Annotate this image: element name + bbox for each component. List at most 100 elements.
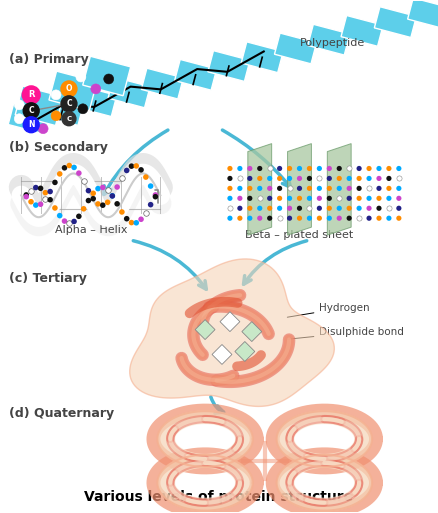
Point — [325, 204, 332, 212]
Point — [123, 166, 130, 174]
Point — [246, 214, 253, 222]
Polygon shape — [219, 312, 239, 331]
Point — [132, 219, 139, 227]
Point — [118, 174, 125, 182]
Polygon shape — [15, 86, 63, 126]
Point — [395, 184, 402, 192]
Point — [395, 194, 402, 203]
Point — [236, 204, 243, 212]
Polygon shape — [74, 86, 117, 116]
Polygon shape — [41, 94, 83, 125]
Polygon shape — [82, 56, 131, 96]
Point — [345, 204, 352, 212]
Polygon shape — [208, 51, 249, 82]
Point — [85, 187, 92, 195]
Point — [226, 184, 233, 192]
Circle shape — [23, 103, 39, 119]
Point — [305, 174, 312, 183]
Point — [355, 184, 362, 192]
Point — [75, 169, 82, 177]
Polygon shape — [247, 144, 271, 235]
Point — [89, 194, 96, 203]
Point — [265, 164, 272, 172]
Point — [85, 196, 92, 205]
Point — [236, 174, 243, 183]
Text: Various levels of protein structure: Various levels of protein structure — [84, 489, 353, 504]
Point — [365, 194, 372, 203]
Polygon shape — [374, 7, 416, 37]
Circle shape — [78, 104, 88, 114]
Point — [128, 219, 135, 227]
Point — [226, 194, 233, 203]
Point — [137, 166, 144, 174]
Point — [355, 194, 362, 203]
Point — [23, 191, 30, 199]
Point — [395, 174, 402, 183]
Circle shape — [14, 114, 24, 124]
Point — [94, 185, 101, 193]
Polygon shape — [129, 259, 334, 406]
Point — [276, 214, 283, 222]
Circle shape — [38, 124, 48, 134]
Circle shape — [51, 90, 61, 100]
Text: Beta – plated sheet: Beta – plated sheet — [245, 230, 353, 240]
Text: N: N — [28, 120, 34, 129]
Point — [276, 174, 283, 183]
Point — [66, 162, 73, 170]
Point — [385, 174, 392, 183]
Point — [335, 194, 342, 203]
Point — [295, 184, 302, 192]
Text: R: R — [28, 90, 34, 100]
Point — [345, 214, 352, 222]
Point — [315, 164, 322, 172]
Point — [71, 218, 78, 226]
Point — [75, 212, 82, 221]
Text: (b) Secondary: (b) Secondary — [9, 141, 108, 153]
Point — [335, 164, 342, 172]
Point — [256, 194, 263, 203]
Point — [56, 170, 63, 178]
Point — [335, 174, 342, 183]
Point — [152, 191, 159, 199]
Point — [147, 182, 154, 190]
Point — [147, 201, 154, 209]
Point — [256, 174, 263, 183]
Point — [61, 217, 68, 225]
Polygon shape — [141, 68, 183, 99]
Point — [246, 184, 253, 192]
Point — [128, 162, 135, 170]
Point — [80, 177, 87, 186]
Point — [51, 179, 58, 187]
Point — [395, 164, 402, 172]
Text: C: C — [28, 106, 34, 115]
Point — [355, 214, 362, 222]
Point — [265, 184, 272, 192]
Point — [89, 189, 96, 198]
Point — [315, 194, 322, 203]
Point — [385, 194, 392, 203]
Polygon shape — [241, 322, 261, 342]
Point — [246, 194, 253, 203]
Point — [295, 194, 302, 203]
Point — [99, 183, 106, 191]
Polygon shape — [287, 144, 311, 235]
Point — [265, 214, 272, 222]
Point — [374, 214, 381, 222]
Circle shape — [76, 72, 86, 82]
Point — [236, 164, 243, 172]
Point — [246, 164, 253, 172]
Point — [365, 164, 372, 172]
Point — [118, 208, 125, 216]
Point — [374, 194, 381, 203]
Circle shape — [61, 96, 77, 112]
Point — [256, 184, 263, 192]
Circle shape — [62, 112, 76, 126]
Point — [276, 194, 283, 203]
Point — [37, 200, 44, 208]
Point — [226, 174, 233, 183]
Polygon shape — [174, 60, 216, 90]
Circle shape — [91, 84, 101, 94]
Point — [295, 204, 302, 212]
Point — [256, 204, 263, 212]
Point — [46, 187, 53, 195]
